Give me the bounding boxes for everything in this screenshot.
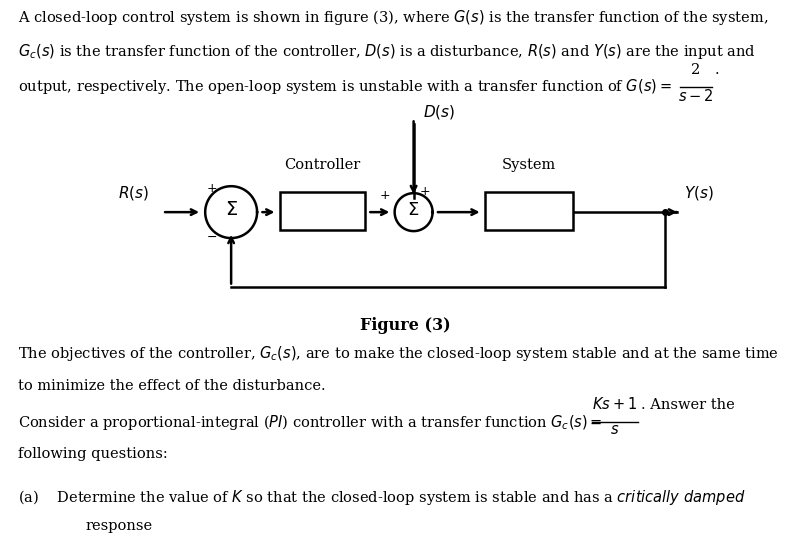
Text: $Y(s)$: $Y(s)$ [684, 184, 714, 202]
Text: −: − [207, 231, 217, 244]
Text: $s-2$: $s-2$ [678, 88, 714, 104]
Text: to minimize the effect of the disturbance.: to minimize the effect of the disturbanc… [18, 379, 325, 392]
Text: output, respectively. The open-loop system is unstable with a transfer function : output, respectively. The open-loop syst… [18, 77, 672, 95]
Text: Figure (3): Figure (3) [360, 317, 451, 334]
Text: System: System [502, 159, 556, 172]
Text: $G_c(s)$ is the transfer function of the controller, $D(s)$ is a disturbance, $R: $G_c(s)$ is the transfer function of the… [18, 42, 756, 61]
Text: following questions:: following questions: [18, 447, 168, 461]
Text: $G_c(s)$: $G_c(s)$ [303, 202, 342, 220]
Text: .: . [714, 63, 719, 77]
Text: $D(s)$: $D(s)$ [423, 103, 456, 121]
Text: $s$: $s$ [610, 423, 620, 437]
Bar [280, 192, 365, 230]
Text: $\Sigma$: $\Sigma$ [407, 201, 420, 219]
Text: $G(s)$: $G(s)$ [512, 202, 546, 220]
Text: Controller: Controller [284, 159, 361, 172]
Text: +: + [380, 189, 391, 202]
Text: $R(s)$: $R(s)$ [118, 184, 148, 202]
Text: A closed-loop control system is shown in figure (3), where $G(s)$ is the transfe: A closed-loop control system is shown in… [18, 8, 768, 27]
Text: +: + [207, 182, 217, 195]
Text: 2: 2 [691, 63, 701, 77]
Text: +: + [420, 185, 431, 198]
Text: response: response [85, 519, 152, 533]
Bar [485, 192, 573, 230]
Text: Consider a proportional-integral ($PI$) controller with a transfer function $G_c: Consider a proportional-integral ($PI$) … [18, 413, 603, 431]
Text: The objectives of the controller, $G_c(s)$, are to make the closed-loop system s: The objectives of the controller, $G_c(s… [18, 344, 779, 363]
Text: (a)    Determine the value of $K$ so that the closed-loop system is stable and h: (a) Determine the value of $K$ so that t… [18, 488, 745, 507]
Text: $\Sigma$: $\Sigma$ [225, 200, 238, 219]
Text: . Answer the: . Answer the [641, 398, 735, 412]
Text: $Ks+1$: $Ks+1$ [592, 396, 637, 412]
